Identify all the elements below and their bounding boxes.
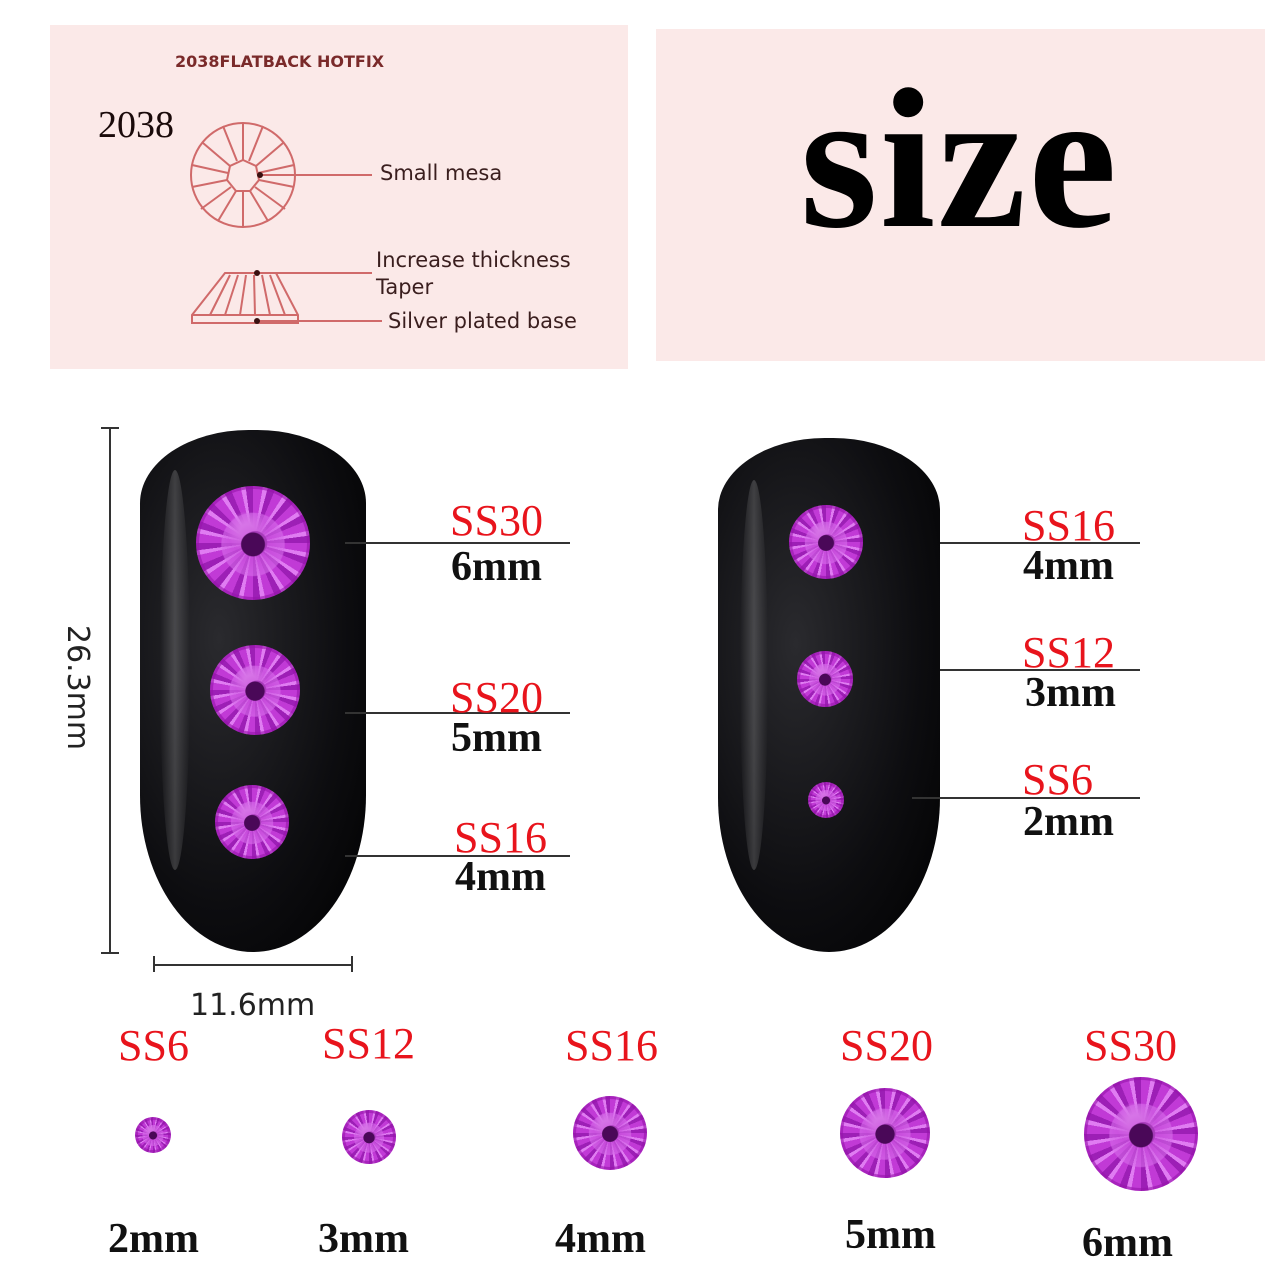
model-number: 2038 xyxy=(98,104,174,146)
title-panel xyxy=(656,29,1265,361)
code-label: SS12 xyxy=(1022,628,1115,677)
label-increase-thickness: Increase thickness xyxy=(376,248,571,272)
size-label: 5mm xyxy=(845,1212,936,1258)
label-silver-plated-base: Silver plated base xyxy=(388,309,577,333)
code-label: SS20 xyxy=(450,673,543,722)
diagram-heading: 2038FLATBACK HOTFIX xyxy=(175,52,385,71)
code-label: SS20 xyxy=(840,1021,933,1070)
rhinestone-ss16 xyxy=(789,505,863,579)
width-tick-right xyxy=(351,956,353,972)
diagram-panel: 2038FLATBACK HOTFIX 2038 xyxy=(50,25,628,369)
code-label: SS6 xyxy=(1022,755,1093,804)
size-label: 6mm xyxy=(1082,1220,1173,1266)
rhinestone-3mm xyxy=(342,1110,396,1164)
rhinestone-ss30 xyxy=(196,486,310,600)
rhinestone-ss20 xyxy=(210,645,300,735)
height-tick-bottom xyxy=(101,952,119,954)
code-label: SS30 xyxy=(1084,1021,1177,1070)
pointer-line xyxy=(345,542,570,544)
size-label: 4mm xyxy=(1023,543,1114,589)
nail-shine xyxy=(160,470,190,870)
rhinestone-diagram xyxy=(190,122,382,324)
width-dimension-line xyxy=(153,964,353,966)
pointer-line xyxy=(345,855,570,857)
label-small-mesa: Small mesa xyxy=(380,161,503,185)
pointer-line xyxy=(940,669,1140,671)
height-tick-top xyxy=(101,427,119,429)
size-label: 6mm xyxy=(451,544,542,590)
size-title: size xyxy=(800,49,1119,270)
rhinestone-6mm xyxy=(1084,1077,1198,1191)
rhinestone-ss16 xyxy=(215,785,289,859)
rhinestone-5mm xyxy=(840,1088,930,1178)
label-taper: Taper xyxy=(376,275,434,299)
width-label: 11.6mm xyxy=(190,988,316,1023)
size-label: 3mm xyxy=(318,1216,409,1262)
height-label: 26.3mm xyxy=(60,624,96,751)
size-label: 5mm xyxy=(451,715,542,761)
code-label: SS6 xyxy=(118,1021,189,1070)
code-label: SS16 xyxy=(454,813,547,862)
code-label: SS12 xyxy=(322,1019,415,1068)
rhinestone-ss12 xyxy=(797,651,853,707)
code-label: SS16 xyxy=(1022,501,1115,550)
height-dimension-line xyxy=(109,428,111,954)
pointer-line xyxy=(940,542,1140,544)
pointer-line xyxy=(912,797,1140,799)
code-label: SS16 xyxy=(565,1021,658,1070)
code-label: SS30 xyxy=(450,496,543,545)
rhinestone-2mm xyxy=(135,1117,171,1153)
size-label: 2mm xyxy=(108,1216,199,1262)
width-tick-left xyxy=(153,956,155,972)
size-label: 4mm xyxy=(455,854,546,900)
nail-shine xyxy=(740,480,768,870)
pointer-line xyxy=(345,712,570,714)
rhinestone-ss6 xyxy=(808,782,844,818)
size-label: 3mm xyxy=(1025,670,1116,716)
size-label: 2mm xyxy=(1023,799,1114,845)
size-label: 4mm xyxy=(555,1216,646,1262)
rhinestone-4mm xyxy=(573,1096,647,1170)
